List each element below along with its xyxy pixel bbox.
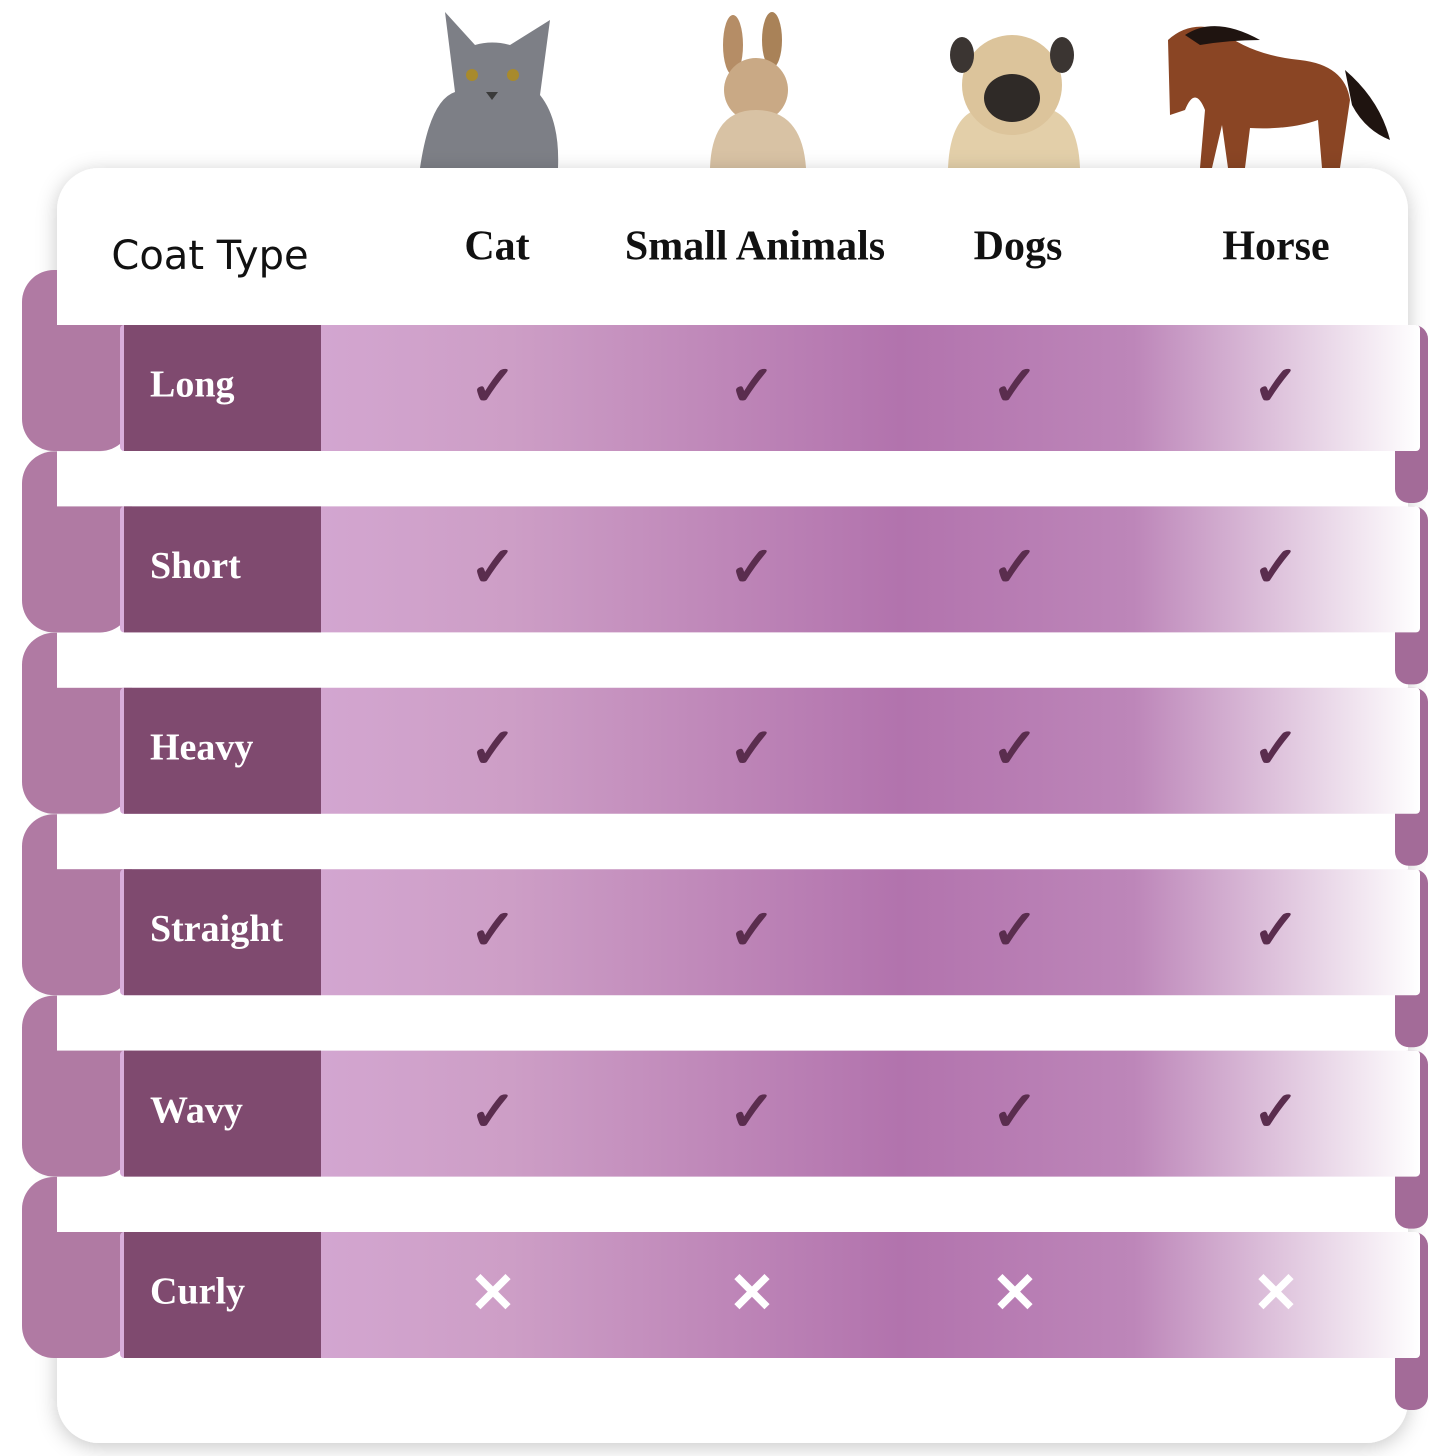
rabbit-image xyxy=(710,12,806,168)
label-cell xyxy=(124,869,321,996)
cell-mark: ✓ xyxy=(1253,1081,1300,1143)
column-header: Horse xyxy=(1222,224,1329,270)
curl-gap xyxy=(57,1177,137,1232)
cell-mark: ✓ xyxy=(729,719,776,781)
label-cell xyxy=(124,1232,321,1358)
band xyxy=(120,687,1420,814)
row-label: Straight xyxy=(150,908,283,950)
animal-images xyxy=(420,12,1390,168)
cell-mark: ✓ xyxy=(470,537,517,599)
cell-mark: ✓ xyxy=(729,356,776,418)
row: Heavy ✓ ✓ ✓ ✓ xyxy=(22,632,1428,866)
cell-mark: ✕ xyxy=(992,1263,1039,1325)
label-cell xyxy=(124,687,321,814)
label-cell xyxy=(124,1050,321,1177)
row: Curly ✕ ✕ ✕ ✕ xyxy=(22,1177,1428,1410)
band xyxy=(120,1050,1420,1177)
cell-mark: ✓ xyxy=(992,356,1039,418)
cell-mark: ✓ xyxy=(470,356,517,418)
row-label: Long xyxy=(150,364,234,406)
cell-mark: ✕ xyxy=(470,1263,517,1325)
column-header: Dogs xyxy=(974,224,1063,270)
curl-gap xyxy=(57,451,137,507)
column-header: Small Animals xyxy=(625,224,885,270)
label-cell xyxy=(124,506,321,633)
cell-mark: ✓ xyxy=(1253,719,1300,781)
cell-mark: ✓ xyxy=(729,1081,776,1143)
cell-mark: ✕ xyxy=(729,1263,776,1325)
cell-mark: ✓ xyxy=(470,1081,517,1143)
curl-gap xyxy=(57,814,137,870)
cell-mark: ✓ xyxy=(470,900,517,962)
cell-mark: ✓ xyxy=(729,537,776,599)
ribbons: Long ✓ ✓ ✓ ✓Short ✓ ✓ ✓ ✓Heavy ✓ ✓ ✓ ✓Straight ✓ ✓ ✓ ✓Wa… xyxy=(22,270,1428,1410)
band xyxy=(120,1232,1420,1358)
row: Short ✓ ✓ ✓ ✓ xyxy=(22,451,1428,685)
row-label: Wavy xyxy=(150,1089,243,1131)
cell-mark: ✓ xyxy=(1253,900,1300,962)
cell-mark: ✕ xyxy=(1253,1263,1300,1325)
cell-mark: ✓ xyxy=(992,719,1039,781)
row: Long ✓ ✓ ✓ ✓ xyxy=(22,270,1428,503)
cell-mark: ✓ xyxy=(992,900,1039,962)
band xyxy=(120,325,1420,451)
curl-gap xyxy=(57,632,137,688)
cell-mark: ✓ xyxy=(729,900,776,962)
curl-gap xyxy=(57,995,137,1051)
row: Wavy ✓ ✓ ✓ ✓ xyxy=(22,995,1428,1229)
cell-mark: ✓ xyxy=(1253,537,1300,599)
horse-image xyxy=(1168,26,1390,168)
row-label: Heavy xyxy=(150,727,253,769)
cat-image xyxy=(420,12,559,168)
cell-mark: ✓ xyxy=(992,1081,1039,1143)
column-header: Cat xyxy=(464,224,529,270)
band xyxy=(120,869,1420,996)
row-label: Curly xyxy=(150,1271,245,1313)
cell-mark: ✓ xyxy=(470,719,517,781)
curl-gap xyxy=(57,270,137,325)
dog-image xyxy=(948,35,1080,168)
band xyxy=(120,506,1420,633)
header-label: Coat Type xyxy=(111,233,308,279)
row-label: Short xyxy=(150,545,241,587)
row: Straight ✓ ✓ ✓ ✓ xyxy=(22,814,1428,1048)
label-cell xyxy=(124,325,321,451)
cell-mark: ✓ xyxy=(992,537,1039,599)
cell-mark: ✓ xyxy=(1253,356,1300,418)
